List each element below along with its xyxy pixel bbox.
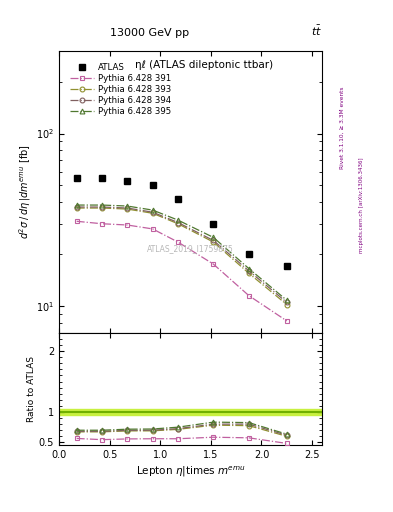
Pythia 6.428 391 — [150, 226, 155, 232]
Pythia 6.428 395 — [125, 203, 130, 209]
ATLAS — [74, 175, 79, 181]
Pythia 6.428 393 — [100, 205, 105, 211]
Legend: ATLAS, Pythia 6.428 391, Pythia 6.428 393, Pythia 6.428 394, Pythia 6.428 395: ATLAS, Pythia 6.428 391, Pythia 6.428 39… — [68, 61, 173, 118]
Pythia 6.428 391 — [125, 222, 130, 228]
Line: ATLAS: ATLAS — [73, 175, 290, 270]
Pythia 6.428 394 — [246, 268, 251, 274]
X-axis label: Lepton $\eta|$times $m^{emu}$: Lepton $\eta|$times $m^{emu}$ — [136, 464, 246, 479]
Text: $t\bar{t}$: $t\bar{t}$ — [311, 24, 322, 38]
ATLAS — [150, 182, 155, 188]
Pythia 6.428 393 — [246, 270, 251, 276]
Pythia 6.428 391 — [100, 221, 105, 227]
Pythia 6.428 391 — [176, 239, 180, 245]
Pythia 6.428 393 — [211, 239, 216, 245]
ATLAS — [246, 251, 251, 257]
Pythia 6.428 395 — [74, 202, 79, 208]
ATLAS — [176, 196, 180, 202]
Line: Pythia 6.428 391: Pythia 6.428 391 — [74, 219, 289, 324]
Line: Pythia 6.428 394: Pythia 6.428 394 — [74, 205, 289, 305]
Pythia 6.428 394 — [74, 204, 79, 210]
Pythia 6.428 393 — [285, 302, 289, 308]
Pythia 6.428 394 — [100, 204, 105, 210]
Y-axis label: Ratio to ATLAS: Ratio to ATLAS — [27, 356, 36, 422]
Pythia 6.428 393 — [176, 221, 180, 227]
Pythia 6.428 394 — [150, 209, 155, 215]
ATLAS — [211, 221, 216, 227]
Text: ηℓ (ATLAS dileptonic ttbar): ηℓ (ATLAS dileptonic ttbar) — [135, 60, 273, 70]
Pythia 6.428 395 — [246, 266, 251, 272]
ATLAS — [100, 175, 105, 181]
Text: Rivet 3.1.10, ≥ 3.3M events: Rivet 3.1.10, ≥ 3.3M events — [340, 87, 344, 169]
Pythia 6.428 395 — [285, 297, 289, 304]
Pythia 6.428 395 — [100, 202, 105, 208]
Pythia 6.428 393 — [125, 206, 130, 212]
Text: ATLAS_2019_I1759875: ATLAS_2019_I1759875 — [147, 244, 234, 253]
Pythia 6.428 391 — [285, 318, 289, 324]
Text: 13000 GeV pp: 13000 GeV pp — [110, 28, 189, 38]
Line: Pythia 6.428 393: Pythia 6.428 393 — [74, 206, 289, 307]
Pythia 6.428 394 — [285, 300, 289, 306]
Pythia 6.428 393 — [74, 205, 79, 211]
Pythia 6.428 395 — [211, 234, 216, 241]
Pythia 6.428 391 — [211, 261, 216, 267]
Line: Pythia 6.428 395: Pythia 6.428 395 — [74, 203, 289, 303]
ATLAS — [125, 178, 130, 184]
Pythia 6.428 391 — [74, 218, 79, 224]
ATLAS — [285, 263, 289, 269]
Pythia 6.428 394 — [176, 220, 180, 226]
Pythia 6.428 395 — [176, 217, 180, 223]
Pythia 6.428 395 — [150, 207, 155, 213]
Text: mcplots.cern.ch [arXiv:1306.3436]: mcplots.cern.ch [arXiv:1306.3436] — [359, 157, 364, 252]
Pythia 6.428 393 — [150, 210, 155, 217]
Bar — [59, 409, 322, 415]
Pythia 6.428 394 — [211, 238, 216, 244]
Pythia 6.428 394 — [125, 205, 130, 211]
Y-axis label: $d^2\sigma\,/\,d\eta\,|dm^{emu}$ [fb]: $d^2\sigma\,/\,d\eta\,|dm^{emu}$ [fb] — [17, 145, 33, 239]
Pythia 6.428 391 — [246, 292, 251, 298]
